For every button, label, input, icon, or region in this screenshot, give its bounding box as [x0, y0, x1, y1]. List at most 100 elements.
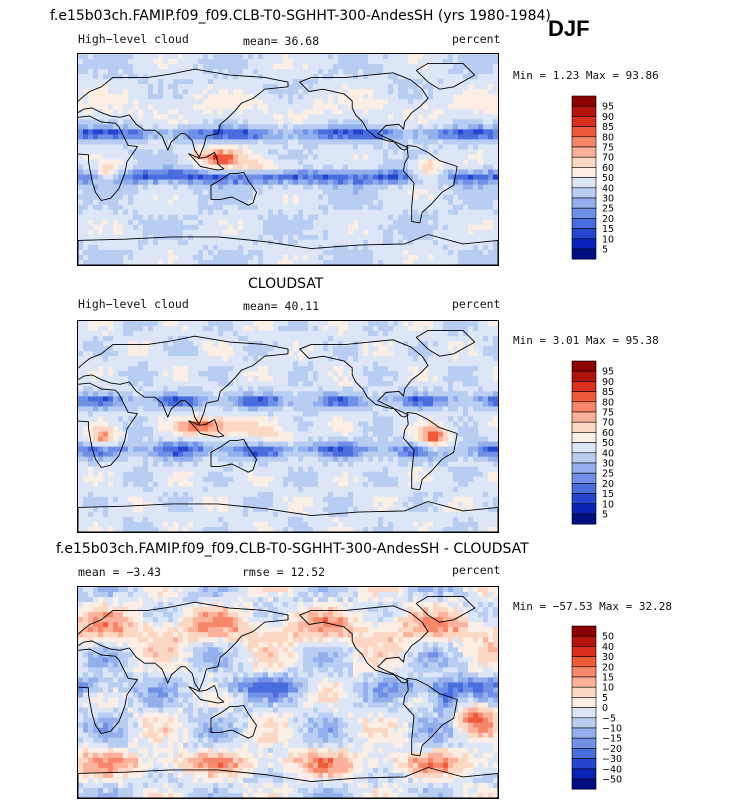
field-cell [233, 249, 239, 256]
field-cell [283, 119, 289, 125]
field-cell [408, 209, 414, 216]
field-cell [353, 244, 359, 251]
field-cell [413, 179, 419, 186]
field-cell [123, 204, 129, 211]
field-cell [458, 114, 464, 120]
field-cell [308, 371, 314, 377]
field-cell [228, 234, 234, 241]
field-cell [133, 351, 139, 357]
field-cell [213, 74, 219, 80]
field-cell [363, 79, 369, 85]
field-cell [218, 321, 224, 327]
field-cell [478, 376, 484, 382]
field-cell [393, 54, 399, 60]
field-cell [93, 84, 99, 90]
field-cell [188, 254, 194, 261]
field-cell [348, 69, 354, 75]
field-cell [493, 244, 498, 251]
field-cell [323, 164, 329, 171]
field-cell [443, 371, 449, 377]
field-cell [133, 94, 139, 100]
field-cell [423, 124, 429, 130]
field-cell [463, 189, 469, 196]
field-cell [298, 214, 304, 221]
field-cell [128, 209, 134, 216]
field-cell [243, 169, 249, 176]
field-cell [348, 84, 354, 90]
field-cell [433, 184, 439, 191]
field-cell [473, 244, 479, 251]
field-cell [308, 254, 314, 261]
field-cell [348, 79, 354, 85]
field-cell [458, 64, 464, 70]
field-cell [113, 321, 119, 327]
field-cell [183, 54, 189, 60]
field-cell [153, 239, 159, 246]
field-cell [268, 104, 274, 110]
field-cell [203, 169, 209, 176]
field-cell [318, 239, 324, 246]
colorbar-tick-label: 5 [602, 245, 608, 256]
field-cell [353, 114, 359, 120]
field-cell [338, 209, 344, 216]
field-cell [183, 341, 189, 347]
field-cell [123, 149, 129, 155]
field-cell [228, 99, 234, 105]
field-cell [183, 154, 189, 160]
field-cell [373, 396, 379, 402]
field-cell [138, 119, 144, 125]
field-cell [393, 326, 399, 332]
field-cell [213, 164, 219, 171]
field-cell [283, 386, 289, 392]
field-cell [158, 336, 164, 342]
field-cell [348, 209, 354, 216]
field-cell [288, 114, 294, 120]
field-cell [108, 341, 114, 347]
field-cell [248, 371, 254, 377]
field-cell [88, 401, 94, 407]
field-cell [78, 331, 84, 337]
field-cell [438, 259, 444, 265]
field-cell [468, 194, 474, 201]
field-cell [368, 69, 374, 75]
field-cell [473, 254, 479, 261]
field-cell [378, 366, 384, 372]
field-cell [78, 341, 84, 347]
field-cell [378, 129, 384, 135]
field-cell [393, 179, 399, 186]
field-cell [168, 194, 174, 201]
field-cell [398, 69, 404, 75]
field-cell [93, 99, 99, 105]
field-cell [173, 134, 179, 140]
field-cell [218, 189, 224, 196]
field-cell [218, 174, 224, 181]
field-cell [228, 84, 234, 90]
field-cell [98, 254, 104, 261]
field-cell [83, 331, 89, 337]
field-cell [153, 89, 159, 95]
field-cell [153, 159, 159, 166]
panel1-units-label: percent [452, 32, 501, 46]
field-cell [253, 129, 259, 135]
field-cell [193, 54, 199, 60]
field-cell [453, 239, 459, 246]
field-cell [388, 119, 394, 125]
field-cell [93, 209, 99, 216]
field-cell [173, 94, 179, 100]
field-cell [143, 149, 149, 155]
field-cell [233, 184, 239, 191]
field-cell [208, 169, 214, 176]
field-cell [143, 224, 149, 231]
field-cell [453, 214, 459, 221]
field-cell [383, 104, 389, 110]
field-cell [308, 194, 314, 201]
field-cell [458, 164, 464, 171]
field-cell [198, 331, 204, 337]
field-cell [93, 346, 99, 352]
field-cell [113, 159, 119, 166]
field-cell [433, 139, 439, 145]
field-cell [218, 184, 224, 191]
field-cell [258, 229, 264, 236]
field-cell [493, 69, 498, 75]
